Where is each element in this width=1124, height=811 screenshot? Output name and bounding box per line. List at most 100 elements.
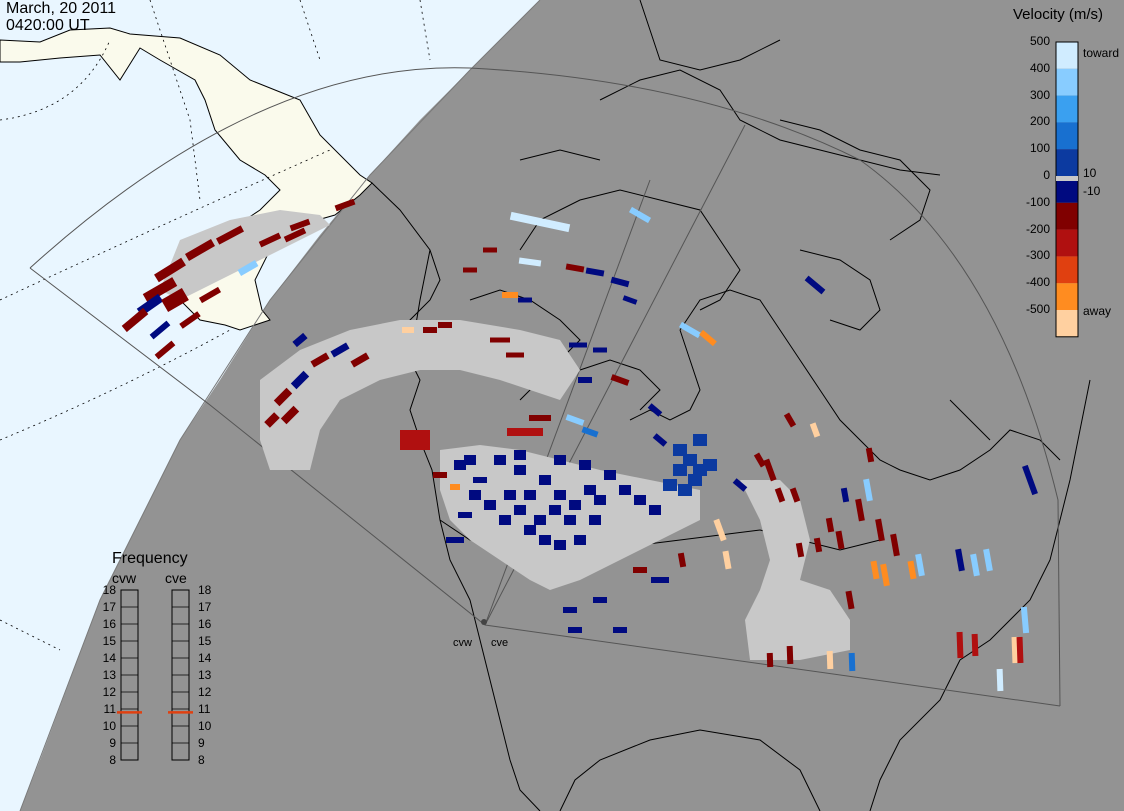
frequency-radar-cve: cve bbox=[165, 570, 187, 586]
velocity-cell bbox=[693, 434, 707, 446]
velocity-cell bbox=[804, 275, 826, 295]
velocity-colorbar bbox=[1055, 41, 1079, 338]
velocity-cell bbox=[473, 477, 487, 483]
velocity-cell bbox=[283, 227, 307, 243]
colorbar-away-label: away bbox=[1083, 304, 1112, 318]
frequency-scale-label: 16 bbox=[102, 617, 116, 631]
velocity-cell bbox=[198, 286, 222, 304]
velocity-cell bbox=[490, 337, 510, 343]
colorbar-segment bbox=[1056, 42, 1078, 69]
velocity-cell bbox=[154, 257, 186, 283]
colorbar-ground-scatter-band bbox=[1056, 176, 1078, 181]
velocity-cell bbox=[568, 627, 582, 633]
velocity-cell bbox=[622, 295, 638, 305]
frequency-scale-label: 13 bbox=[198, 668, 212, 682]
velocity-cell bbox=[506, 352, 524, 358]
velocity-cell bbox=[565, 414, 585, 426]
velocity-cell bbox=[786, 645, 794, 665]
velocity-cell bbox=[539, 535, 551, 545]
frequency-scale-label: 12 bbox=[102, 685, 116, 699]
velocity-cell bbox=[289, 218, 311, 232]
colorbar-tick-label: -500 bbox=[1025, 302, 1050, 316]
frequency-scale-label: 16 bbox=[198, 617, 212, 631]
velocity-cell bbox=[647, 403, 663, 417]
plot-date: March, 20 2011 bbox=[6, 0, 116, 17]
velocity-cell bbox=[237, 259, 259, 277]
colorbar-tick-label: -100 bbox=[1025, 194, 1050, 209]
frequency-scale-label: 12 bbox=[198, 685, 212, 699]
colorbar-tick-label: 300 bbox=[1029, 87, 1050, 102]
colorbar-tick-label: -200 bbox=[1025, 221, 1050, 236]
velocity-cell bbox=[215, 225, 245, 245]
velocity-cell bbox=[149, 320, 171, 340]
velocity-cell bbox=[593, 597, 607, 603]
velocity-cell bbox=[970, 553, 980, 577]
velocity-cell bbox=[185, 239, 215, 261]
velocity-cell bbox=[649, 505, 661, 515]
velocity-cell bbox=[574, 535, 586, 545]
colorbar-segment bbox=[1056, 95, 1078, 123]
day-ocean bbox=[0, 0, 540, 811]
velocity-cell bbox=[569, 342, 587, 348]
colorbar-inner-tick-pos: 10 bbox=[1083, 166, 1097, 180]
velocity-cell bbox=[678, 321, 702, 339]
velocity-cell bbox=[840, 487, 850, 503]
velocity-cell bbox=[350, 352, 370, 368]
velocity-cell bbox=[142, 277, 178, 303]
velocity-cell bbox=[179, 311, 201, 329]
velocity-cell bbox=[469, 490, 481, 500]
velocity-cell bbox=[915, 553, 925, 577]
velocity-cell bbox=[524, 490, 536, 500]
velocity-cell bbox=[845, 590, 855, 610]
frequency-title: Frequency bbox=[112, 550, 188, 567]
velocity-cell bbox=[1020, 606, 1030, 634]
frequency-scale-label: 9 bbox=[109, 736, 116, 750]
velocity-cell bbox=[121, 307, 149, 333]
velocity-cell bbox=[593, 347, 607, 353]
velocity-cell bbox=[955, 548, 965, 572]
velocity-cell bbox=[1016, 636, 1024, 664]
radar-site-marker bbox=[481, 619, 487, 625]
colorbar-segment bbox=[1056, 122, 1078, 150]
grid-lines bbox=[0, 0, 431, 651]
velocity-cell bbox=[763, 458, 777, 482]
velocity-cell bbox=[809, 422, 821, 438]
velocity-cell bbox=[610, 276, 630, 288]
velocity-cell bbox=[813, 537, 823, 553]
frequency-scale-label: 14 bbox=[198, 651, 212, 665]
velocity-cells bbox=[121, 198, 1038, 692]
velocity-cell bbox=[610, 374, 630, 386]
velocity-cell bbox=[613, 627, 627, 633]
velocity-cell bbox=[835, 530, 845, 550]
velocity-cell bbox=[863, 478, 873, 502]
velocity-cell bbox=[534, 515, 546, 525]
colorbar-segment bbox=[1056, 283, 1078, 310]
velocity-cell bbox=[554, 540, 566, 550]
velocity-cell bbox=[663, 479, 677, 491]
velocity-cell bbox=[594, 495, 606, 505]
velocity-cell bbox=[619, 485, 631, 495]
velocity-cell bbox=[880, 563, 890, 587]
terminator bbox=[19, 0, 541, 811]
colorbar-segment bbox=[1056, 229, 1078, 257]
colorbar-segment bbox=[1056, 256, 1078, 284]
velocity-cell bbox=[589, 515, 601, 525]
colorbar-segment bbox=[1056, 149, 1078, 176]
velocity-cell bbox=[514, 450, 526, 460]
velocity-cell bbox=[907, 560, 917, 580]
coastlines bbox=[371, 0, 1091, 811]
velocity-cell bbox=[514, 505, 526, 515]
frequency-scale-label: 10 bbox=[102, 719, 116, 733]
velocity-cell bbox=[673, 464, 687, 476]
velocity-cell bbox=[400, 430, 430, 450]
frequency-panel bbox=[117, 589, 193, 761]
frequency-scale-label: 15 bbox=[102, 634, 116, 648]
velocity-cell bbox=[1022, 464, 1038, 496]
colorbar-tick-label: 400 bbox=[1029, 60, 1050, 75]
velocity-cell bbox=[579, 460, 591, 470]
velocity-cell bbox=[848, 652, 856, 672]
velocity-cell bbox=[825, 517, 835, 533]
velocity-cell bbox=[280, 405, 300, 425]
velocity-cell bbox=[334, 198, 356, 212]
